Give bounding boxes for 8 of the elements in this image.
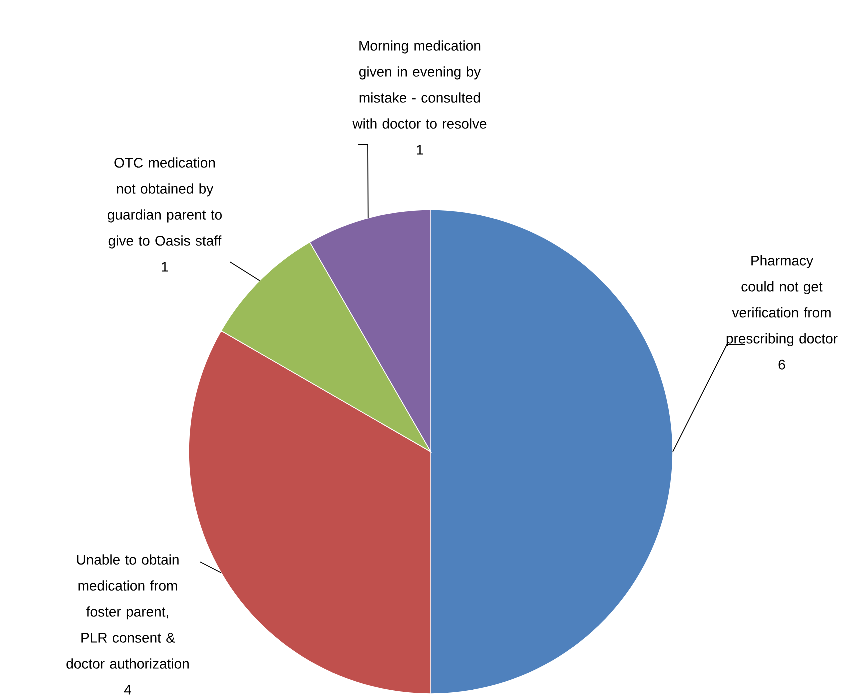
data-label: 4 [124, 685, 132, 695]
slice-label: OTC medication not obtained by guardian parent to give to Oasis staff [108, 158, 222, 249]
data-label: 1 [417, 145, 424, 155]
slice-label: Pharmacy could not get verification from prescribing doctor [726, 256, 838, 347]
slice-label: Morning medication given in evening by mistake - consulted with doctor to resolve [352, 40, 487, 129]
data-label: 6 [778, 360, 786, 370]
data-label: 1 [162, 262, 168, 272]
slice-label: Unable to obtain medication from foster parent, PLR consent & doctor authorization [66, 554, 189, 669]
